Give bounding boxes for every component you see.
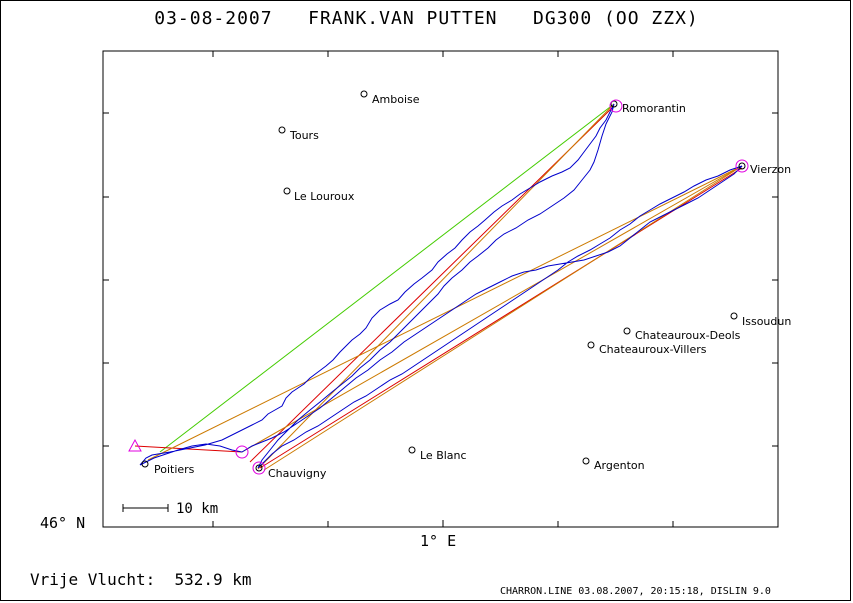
start-triangle	[128, 438, 142, 452]
task-leg-orange	[257, 103, 615, 470]
scale-bar-label: 10 km	[176, 501, 218, 517]
place-marker-issoudun	[730, 312, 738, 320]
place-marker-tours	[278, 126, 286, 134]
flight-track	[139, 103, 743, 469]
latitude-label: 46° N	[40, 514, 86, 532]
task-leg-red	[134, 445, 243, 453]
place-labels: Amboise Tours Le Louroux Romorantin Vier…	[154, 93, 791, 480]
title-date: 03-08-2007	[154, 8, 273, 29]
turnpoint-east-of-poitiers	[235, 445, 249, 459]
place-label: Chateauroux-Villers	[599, 343, 707, 356]
distance-value: 532.9 km	[174, 570, 252, 589]
task-leg-orange	[147, 165, 743, 461]
place-marker-poitiers	[141, 460, 149, 468]
title-glider: DG300 (OO ZZX)	[533, 8, 699, 29]
place-marker-amboise	[360, 90, 368, 98]
turnpoint-markers	[128, 99, 749, 475]
free-flight-distance: Vrije Vlucht: 532.9 km	[30, 570, 252, 589]
place-label: Chateauroux-Deols	[635, 329, 741, 342]
place-marker-romorantin	[610, 100, 618, 108]
longitude-label: 1° E	[420, 532, 457, 550]
place-label: Tours	[289, 129, 319, 142]
task-leg-red	[249, 105, 615, 463]
place-label: Romorantin	[622, 102, 686, 115]
task-leg-orange	[241, 165, 743, 453]
task-leg-red	[259, 167, 743, 469]
place-label: Issoudun	[742, 315, 791, 328]
scale-bar	[122, 504, 169, 512]
task-leg-orange	[263, 165, 743, 471]
place-label: Amboise	[372, 93, 420, 106]
plot-frame	[102, 50, 779, 528]
task-legs	[134, 103, 743, 471]
place-marker-chauvigny	[255, 464, 263, 472]
title-pilot: FRANK.VAN PUTTEN	[308, 8, 498, 29]
generator-info: CHARRON.LINE 03.08.2007, 20:15:18, DISLI…	[500, 586, 771, 597]
place-marker-chateauroux-villers	[587, 341, 595, 349]
place-marker-le-louroux	[283, 187, 291, 195]
place-marker-chateauroux-deols	[623, 327, 631, 335]
place-marker-le-blanc	[408, 446, 416, 454]
chart-title: 03-08-2007 FRANK.VAN PUTTEN DG300 (OO ZZ…	[0, 8, 853, 29]
axis-ticks	[103, 51, 778, 527]
place-label: Chauvigny	[268, 467, 327, 480]
place-label: Poitiers	[154, 463, 195, 476]
place-label: Le Louroux	[294, 190, 355, 203]
place-label: Vierzon	[750, 163, 791, 176]
turnpoint-chauvigny	[252, 461, 266, 475]
task-leg-green	[159, 103, 615, 453]
place-marker-argenton	[582, 457, 590, 465]
place-label: Argenton	[594, 459, 645, 472]
place-label: Le Blanc	[420, 449, 467, 462]
flight-label: Vrije Vlucht:	[30, 570, 156, 589]
place-marker-vierzon	[738, 162, 746, 170]
turnpoint-romorantin	[609, 99, 623, 113]
place-markers	[141, 90, 746, 472]
turnpoint-vierzon	[735, 159, 749, 173]
